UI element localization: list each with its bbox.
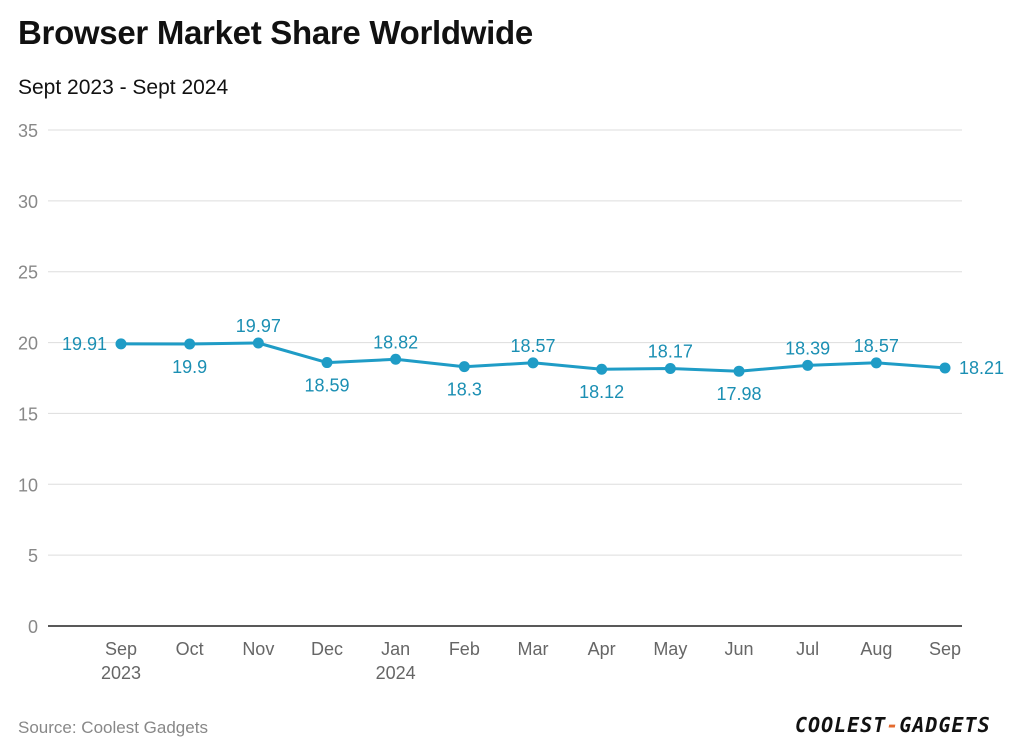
- data-point: [596, 363, 608, 375]
- data-point: [664, 363, 676, 375]
- x-tick-label: Nov: [242, 639, 274, 659]
- data-label: 18.59: [304, 376, 349, 396]
- data-label: 18.3: [447, 380, 482, 400]
- data-point: [184, 338, 196, 350]
- x-tick-label: Mar: [518, 639, 549, 659]
- coolest-gadgets-logo: COOLEST-GADGETS: [795, 713, 991, 737]
- data-point: [115, 338, 127, 350]
- data-label: 18.17: [648, 342, 693, 362]
- data-point: [527, 357, 539, 369]
- x-tick-label: May: [653, 639, 687, 659]
- data-label: 19.9: [172, 357, 207, 377]
- x-tick-label: Sep: [105, 639, 137, 659]
- data-label: 18.39: [785, 338, 830, 358]
- data-point: [390, 353, 402, 365]
- x-tick-label: Sep: [929, 639, 961, 659]
- data-point: [939, 362, 951, 374]
- y-tick-label: 30: [18, 192, 38, 212]
- x-tick-label: Apr: [588, 639, 616, 659]
- data-label: 18.21: [959, 358, 1004, 378]
- logo-dash: -: [886, 713, 900, 737]
- x-tick-label: Dec: [311, 639, 343, 659]
- data-label: 18.82: [373, 332, 418, 352]
- x-tick-label: 2024: [376, 663, 416, 683]
- source-note: Source: Coolest Gadgets: [18, 718, 208, 737]
- logo-text-left: COOLEST: [795, 713, 887, 737]
- data-label: 18.57: [510, 336, 555, 356]
- data-label: 18.12: [579, 382, 624, 402]
- chart-subtitle: Sept 2023 - Sept 2024: [18, 76, 229, 99]
- y-tick-label: 5: [28, 546, 38, 566]
- chart-title: Browser Market Share Worldwide: [18, 14, 533, 51]
- x-tick-label: Jun: [724, 639, 753, 659]
- y-tick-label: 15: [18, 404, 38, 424]
- y-tick-label: 0: [28, 617, 38, 637]
- x-tick-label: 2023: [101, 663, 141, 683]
- data-point: [321, 357, 333, 369]
- y-tick-label: 20: [18, 334, 38, 354]
- data-point: [802, 359, 814, 371]
- x-tick-label: Jan: [381, 639, 410, 659]
- data-label: 19.91: [62, 334, 107, 354]
- data-point: [733, 365, 745, 377]
- data-point: [458, 361, 470, 373]
- logo-text-right: GADGETS: [899, 713, 991, 737]
- data-point: [252, 337, 264, 349]
- data-label: 17.98: [716, 384, 761, 404]
- data-point: [870, 357, 882, 369]
- x-tick-label: Aug: [860, 639, 892, 659]
- y-tick-label: 35: [18, 121, 38, 141]
- x-tick-label: Feb: [449, 639, 480, 659]
- y-tick-label: 25: [18, 263, 38, 283]
- x-tick-label: Oct: [176, 639, 204, 659]
- y-tick-label: 10: [18, 475, 38, 495]
- x-tick-label: Jul: [796, 639, 819, 659]
- data-label: 19.97: [236, 316, 281, 336]
- data-label: 18.57: [854, 336, 899, 356]
